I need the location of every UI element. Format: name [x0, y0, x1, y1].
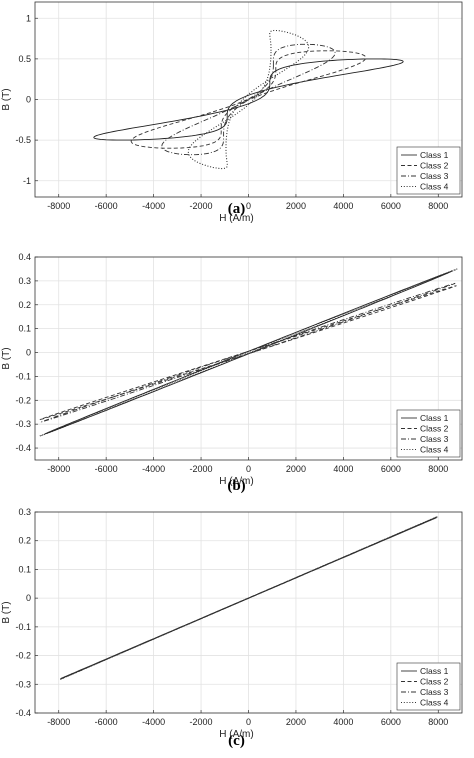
- y-tick-label: -0.1: [15, 622, 31, 632]
- series-line-class-4: [58, 516, 438, 681]
- x-tick-label: 8000: [428, 464, 448, 474]
- y-tick-label: 0.4: [18, 252, 31, 262]
- x-tick-label: 8000: [428, 201, 448, 211]
- series-line-class-3: [161, 43, 336, 156]
- legend-label: Class 2: [420, 161, 449, 171]
- x-tick-label: -8000: [47, 201, 70, 211]
- y-axis-label: B (T): [1, 347, 12, 369]
- x-tick-label: -4000: [142, 464, 165, 474]
- y-tick-label: 1: [26, 13, 31, 23]
- x-tick-label: -2000: [190, 464, 213, 474]
- chart-panel-2: -8000 -6000 -4000 -2000 0 2000 4000 6000 8000 -0.…: [1, 252, 463, 494]
- legend-label: Class 2: [420, 677, 449, 687]
- x-tick-label: -8000: [47, 464, 70, 474]
- y-tick-label: 0.2: [18, 300, 31, 310]
- x-tick-label: -2000: [190, 717, 213, 727]
- chart-panel-3: -8000 -6000 -4000 -2000 0 2000 4000 6000 8000 -0.…: [1, 507, 463, 749]
- series-line-class-4: [187, 29, 310, 170]
- x-tick-label: -2000: [190, 201, 213, 211]
- y-tick-label: 0.1: [18, 564, 31, 574]
- y-tick-label: -0.1: [15, 371, 31, 381]
- x-tick-label: 2000: [286, 464, 306, 474]
- y-tick-label: 0: [26, 348, 31, 358]
- x-tick-label: 6000: [381, 464, 401, 474]
- legend-label: Class 4: [420, 445, 449, 455]
- x-tick-label: -6000: [95, 717, 118, 727]
- y-tick-label: -0.3: [15, 419, 31, 429]
- legend-label: Class 3: [420, 687, 449, 697]
- x-tick-label: -8000: [47, 717, 70, 727]
- x-tick-label: 0: [246, 464, 251, 474]
- panel-caption: (a): [228, 201, 246, 217]
- y-tick-label: 0.3: [18, 276, 31, 286]
- panel-caption: (c): [228, 733, 245, 749]
- y-tick-label: -1: [23, 176, 31, 186]
- x-tick-label: -4000: [142, 717, 165, 727]
- x-tick-label: 2000: [286, 201, 306, 211]
- y-tick-label: 0.3: [18, 507, 31, 517]
- y-tick-label: 0.5: [18, 54, 31, 64]
- y-tick-label: 0: [26, 593, 31, 603]
- series-line-class-2: [130, 50, 367, 149]
- x-tick-label: 0: [246, 201, 251, 211]
- series-line-class-3: [40, 282, 456, 423]
- legend-label: Class 3: [420, 434, 449, 444]
- x-axis-label: H (A/m): [219, 213, 253, 224]
- x-tick-label: -6000: [95, 464, 118, 474]
- y-tick-label: 0: [26, 95, 31, 105]
- y-tick-label: -0.4: [15, 708, 31, 718]
- legend-label: Class 3: [420, 171, 449, 181]
- y-tick-label: -0.2: [15, 651, 31, 661]
- x-axis-label: H (A/m): [219, 476, 253, 487]
- x-tick-label: -4000: [142, 201, 165, 211]
- y-tick-label: -0.4: [15, 443, 31, 453]
- x-tick-label: -6000: [95, 201, 118, 211]
- legend-label: Class 1: [420, 666, 449, 676]
- x-tick-label: 4000: [333, 717, 353, 727]
- y-tick-label: 0.2: [18, 536, 31, 546]
- chart-panel-1: -8000 -6000 -4000 -2000 0 2000 4000 6000 8000 -1 -…: [1, 1, 463, 224]
- x-tick-label: 6000: [381, 201, 401, 211]
- y-tick-label: 0.1: [18, 324, 31, 334]
- legend-label: Class 4: [420, 698, 449, 708]
- x-axis-label: H (A/m): [219, 729, 253, 740]
- series-line-class-3: [60, 516, 437, 680]
- x-tick-label: 8000: [428, 717, 448, 727]
- y-tick-label: -0.2: [15, 395, 31, 405]
- legend-label: Class 4: [420, 182, 449, 192]
- panel-caption: (b): [227, 478, 245, 494]
- x-tick-label: 0: [246, 717, 251, 727]
- legend-label: Class 1: [420, 413, 449, 423]
- x-tick-label: 2000: [286, 717, 306, 727]
- y-axis-label: B (T): [1, 601, 12, 623]
- legend-label: Class 2: [420, 424, 449, 434]
- legend-label: Class 1: [420, 150, 449, 160]
- x-tick-label: 6000: [381, 717, 401, 727]
- series-line-class-1: [93, 58, 404, 141]
- y-tick-label: -0.3: [15, 679, 31, 689]
- x-tick-label: 4000: [333, 201, 353, 211]
- y-axis-label: B (T): [1, 88, 12, 110]
- x-tick-label: 4000: [333, 464, 353, 474]
- y-tick-label: -0.5: [15, 135, 31, 145]
